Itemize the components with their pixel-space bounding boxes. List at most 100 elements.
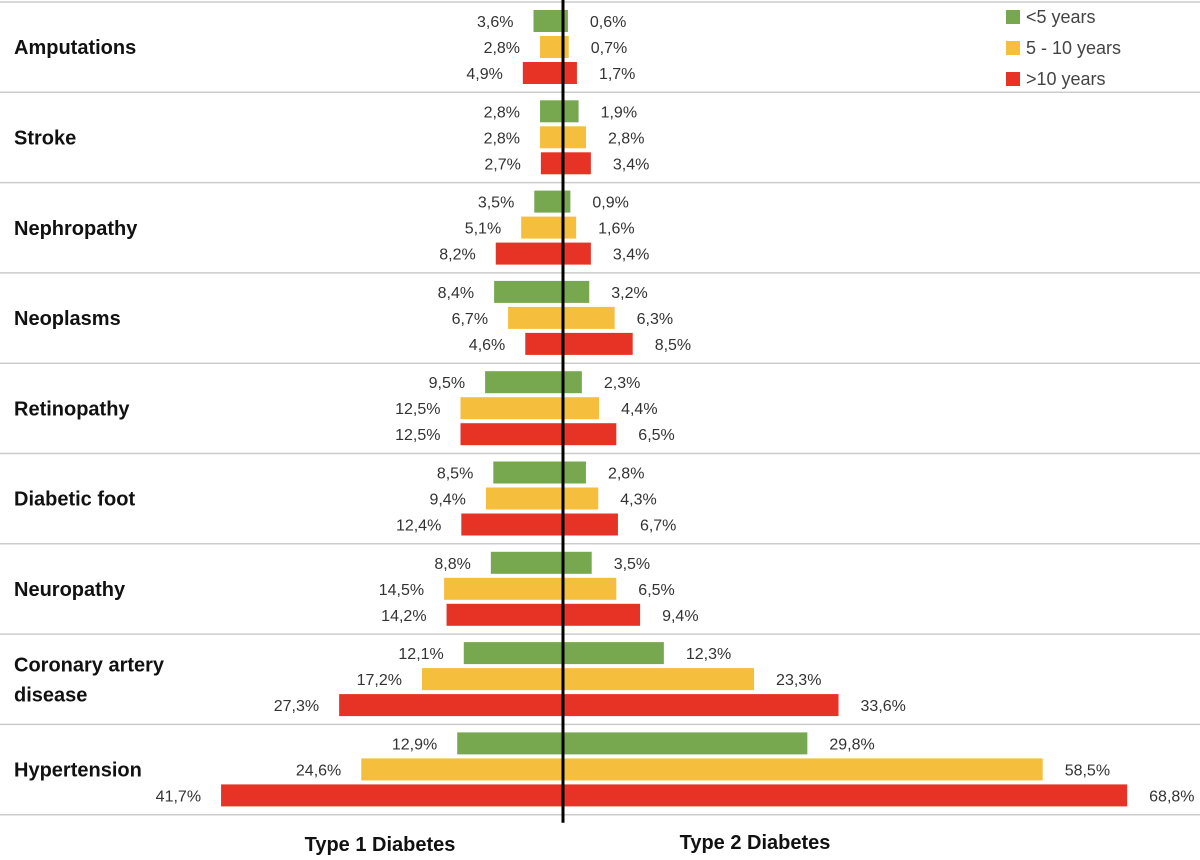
- value-label-type2: 6,3%: [637, 311, 673, 328]
- value-label-type1: 27,3%: [274, 698, 319, 715]
- bar-type1-gt10: [339, 694, 563, 717]
- value-label-type2: 2,8%: [608, 130, 644, 147]
- bar-type2-5to10: [563, 577, 617, 600]
- bar-type1-lt5: [494, 280, 563, 303]
- value-label-type2: 6,5%: [638, 582, 674, 599]
- category-label: disease: [14, 684, 87, 706]
- bar-type1-gt10: [446, 603, 563, 626]
- bar-type2-lt5: [563, 642, 664, 665]
- value-label-type2: 23,3%: [776, 672, 821, 689]
- value-label-type2: 6,5%: [638, 427, 674, 444]
- value-label-type2: 3,5%: [614, 556, 650, 573]
- value-label-type1: 2,8%: [484, 40, 520, 57]
- type1-title: Type 1 Diabetes: [305, 834, 456, 856]
- value-label-type2: 12,3%: [686, 646, 731, 663]
- bar-type1-5to10: [540, 126, 563, 149]
- value-label-type2: 3,4%: [613, 156, 649, 173]
- bar-type2-5to10: [563, 126, 586, 149]
- value-label-type2: 0,6%: [590, 14, 626, 31]
- value-label-type2: 68,8%: [1149, 788, 1194, 805]
- value-label-type2: 33,6%: [861, 698, 906, 715]
- legend-label-gt10: >10 years: [1026, 69, 1106, 89]
- bar-type2-lt5: [563, 461, 586, 484]
- value-label-type1: 14,5%: [379, 582, 424, 599]
- bar-type1-lt5: [534, 190, 563, 213]
- value-label-type2: 0,7%: [591, 40, 627, 57]
- value-label-type1: 12,5%: [395, 401, 440, 418]
- bar-type2-5to10: [563, 216, 577, 239]
- legend-label-5to10: 5 - 10 years: [1026, 38, 1121, 58]
- value-label-type1: 14,2%: [381, 608, 426, 625]
- bar-type2-5to10: [563, 397, 600, 420]
- legend-label-lt5: <5 years: [1026, 7, 1096, 27]
- bar-type2-lt5: [563, 551, 592, 574]
- bar-type1-gt10: [460, 423, 563, 446]
- value-label-type1: 4,9%: [466, 66, 502, 83]
- value-label-type2: 3,2%: [611, 285, 647, 302]
- category-label: Diabetic foot: [14, 489, 135, 511]
- bar-type2-lt5: [563, 190, 571, 213]
- bar-type2-gt10: [563, 694, 839, 717]
- legend-swatch-5to10: [1006, 41, 1020, 55]
- bar-type1-gt10: [522, 62, 563, 84]
- bar-type1-lt5: [463, 642, 563, 665]
- bar-type2-5to10: [563, 36, 569, 58]
- category-label: Neuropathy: [14, 579, 126, 601]
- value-label-type1: 9,4%: [429, 492, 465, 509]
- category-label: Neoplasms: [14, 308, 121, 330]
- bar-type1-5to10: [460, 397, 563, 420]
- bar-type2-lt5: [563, 280, 590, 303]
- value-label-type2: 1,6%: [598, 221, 634, 238]
- category-label: Amputations: [14, 37, 136, 59]
- bar-type1-5to10: [508, 306, 563, 329]
- bar-type1-5to10: [521, 216, 563, 239]
- bar-type1-lt5: [533, 10, 563, 32]
- value-label-type2: 8,5%: [655, 337, 691, 354]
- bar-type1-lt5: [493, 461, 563, 484]
- bar-type2-5to10: [563, 668, 755, 691]
- value-label-type1: 5,1%: [465, 221, 501, 238]
- bar-type1-lt5: [490, 551, 563, 574]
- bar-type1-gt10: [495, 242, 563, 265]
- bar-type1-lt5: [485, 371, 563, 394]
- bar-type2-gt10: [563, 62, 577, 84]
- value-label-type1: 9,5%: [429, 375, 465, 392]
- value-label-type1: 3,6%: [477, 14, 513, 31]
- value-label-type1: 41,7%: [156, 788, 201, 805]
- bar-type2-gt10: [563, 513, 618, 536]
- legend-swatch-lt5: [1006, 10, 1020, 24]
- bar-type2-gt10: [563, 603, 641, 626]
- category-label: Nephropathy: [14, 218, 138, 240]
- value-label-type1: 12,9%: [392, 736, 437, 753]
- value-label-type2: 29,8%: [829, 736, 874, 753]
- value-label-type2: 4,4%: [621, 401, 657, 418]
- category-label: Stroke: [14, 127, 76, 149]
- bar-type1-5to10: [361, 758, 563, 781]
- value-label-type1: 8,5%: [437, 466, 473, 483]
- value-label-type2: 1,7%: [599, 66, 635, 83]
- value-label-type2: 6,7%: [640, 518, 676, 535]
- value-label-type1: 12,4%: [396, 518, 441, 535]
- bar-type1-5to10: [485, 487, 563, 510]
- bar-type1-lt5: [540, 100, 563, 123]
- bar-type2-gt10: [563, 784, 1128, 807]
- value-label-type2: 0,9%: [592, 195, 628, 212]
- value-label-type1: 8,8%: [434, 556, 470, 573]
- bar-type2-lt5: [563, 10, 568, 32]
- category-label: Retinopathy: [14, 398, 130, 420]
- bar-type2-gt10: [563, 423, 617, 446]
- value-label-type2: 9,4%: [662, 608, 698, 625]
- value-label-type2: 4,3%: [620, 492, 656, 509]
- bar-type1-gt10: [221, 784, 563, 807]
- legend-swatch-gt10: [1006, 72, 1020, 86]
- value-label-type2: 58,5%: [1065, 762, 1110, 779]
- value-label-type1: 3,5%: [478, 195, 514, 212]
- value-label-type1: 12,5%: [395, 427, 440, 444]
- bar-type1-5to10: [421, 668, 563, 691]
- value-label-type1: 4,6%: [469, 337, 505, 354]
- value-label-type1: 2,7%: [484, 156, 520, 173]
- bar-type1-5to10: [444, 577, 563, 600]
- bar-type2-gt10: [563, 332, 633, 355]
- bar-type1-5to10: [540, 36, 563, 58]
